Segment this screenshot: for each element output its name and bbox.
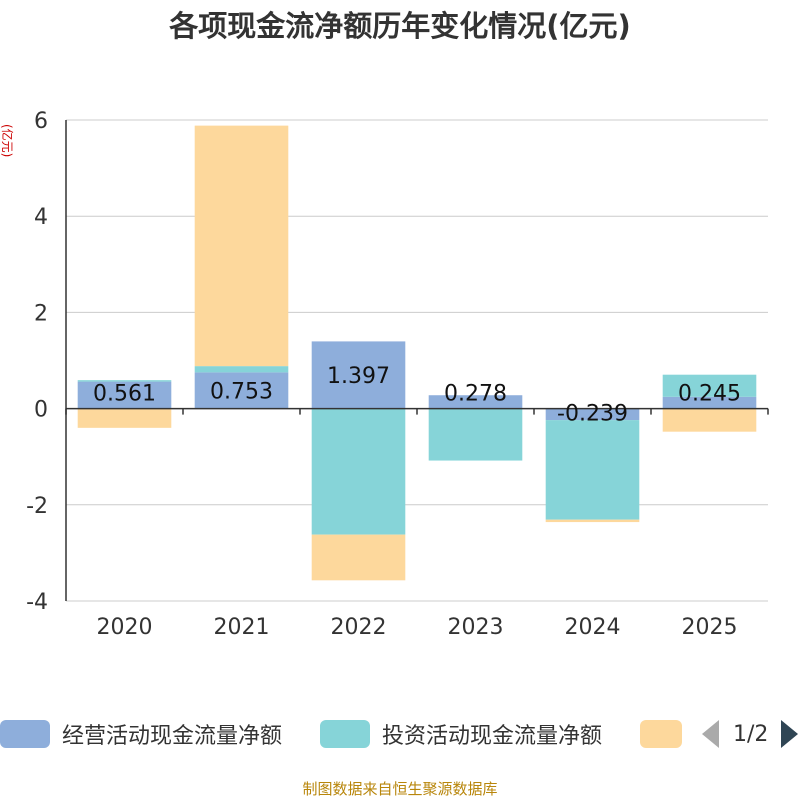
data-label-2025: 0.245 [678, 382, 741, 407]
y-tick-label: 0 [34, 398, 48, 423]
legend-page-indicator: 1/2 [733, 721, 769, 747]
bar-series1-2023 [428, 408, 523, 461]
legend-item-financing[interactable] [640, 716, 694, 752]
legend-item-investing[interactable]: 投资活动现金流量净额 [320, 716, 602, 752]
bar-series1-2020 [77, 380, 172, 382]
legend-swatch-operating [0, 720, 50, 748]
x-tick-label-2025: 2025 [682, 615, 738, 640]
legend-label-operating: 经营活动现金流量净额 [62, 724, 283, 749]
bar-series0-2022 [311, 341, 406, 409]
legend-pager: 1/2 [702, 718, 799, 750]
data-label-2023: 0.278 [444, 382, 507, 407]
x-tick-label-2021: 2021 [214, 615, 270, 640]
bar-series0-2024 [545, 408, 640, 421]
legend-swatch-financing [640, 720, 682, 748]
x-tick-label-2020: 2020 [97, 615, 153, 640]
bar-series2-2022 [311, 534, 406, 581]
legend-item-operating[interactable]: 经营活动现金流量净额 [0, 716, 282, 752]
legend-swatch-investing [320, 720, 370, 748]
y-tick-label: -2 [26, 494, 48, 519]
y-tick-label: 2 [34, 301, 48, 326]
legend-label-investing: 投资活动现金流量净额 [382, 724, 603, 749]
data-source-note: 制图数据来自恒生聚源数据库 [302, 780, 498, 798]
bar-series0-2020 [77, 381, 172, 409]
bar-series1-2024 [545, 420, 640, 520]
bar-series2-2021 [194, 125, 289, 367]
bar-series1-2025 [662, 374, 757, 397]
data-label-2024: -0.239 [557, 402, 628, 427]
legend-prev-page-icon[interactable] [702, 720, 719, 748]
x-tick-label-2023: 2023 [448, 615, 504, 640]
legend-next-page-icon[interactable] [781, 720, 799, 748]
chart-plot: -4 -2 0 2 4 6 0.561 0.753 1.397 0.278 -0.239 0.245 2… [26, 109, 769, 640]
y-tick-label: 4 [34, 205, 48, 230]
x-tick-label-2024: 2024 [565, 615, 621, 640]
bar-series2-2024 [545, 519, 640, 523]
data-label-2020: 0.561 [93, 382, 156, 407]
x-tick-label-2022: 2022 [331, 615, 387, 640]
bar-series2-2020 [77, 408, 172, 428]
y-tick-label: 6 [34, 109, 48, 134]
legend: 经营活动现金流量净额 投资活动现金流量净额 [0, 716, 800, 752]
bar-series0-2021 [194, 372, 289, 409]
bar-series0-2025 [662, 396, 757, 409]
bar-series1-2021 [194, 366, 289, 373]
y-tick-label: -4 [26, 590, 48, 615]
bar-series2-2025 [662, 408, 757, 432]
data-label-2022: 1.397 [327, 364, 390, 389]
data-label-2021: 0.753 [210, 379, 273, 404]
bar-series1-2022 [311, 408, 406, 535]
chart-title: 各项现金流净额历年变化情况(亿元) [169, 9, 631, 43]
bar-series0-2023 [428, 395, 523, 409]
